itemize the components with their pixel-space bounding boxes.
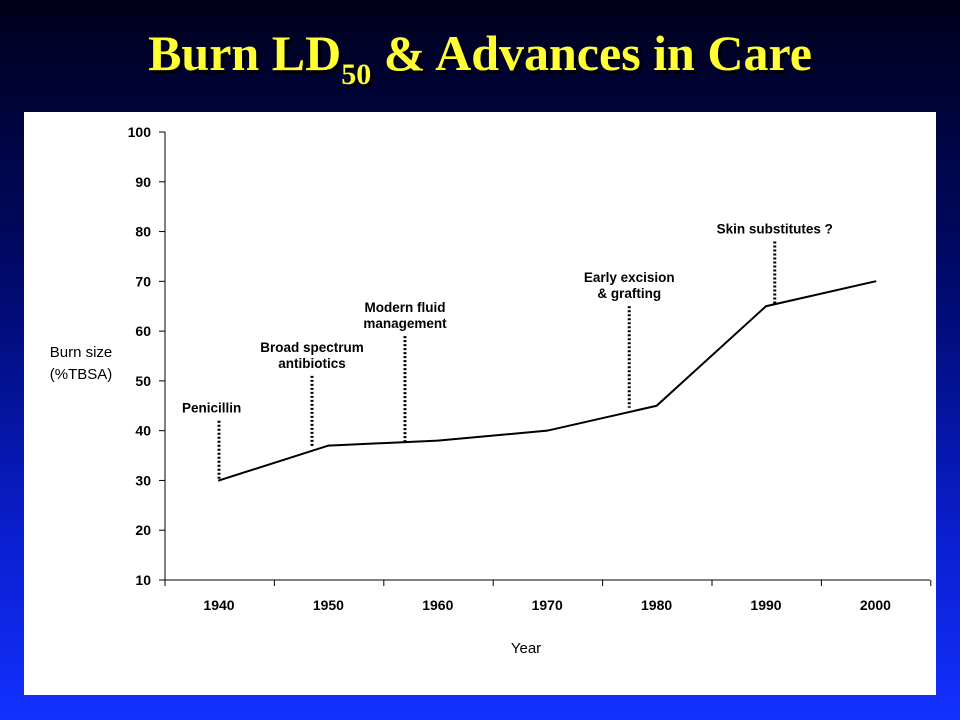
- y-axis-title: (%TBSA): [50, 366, 113, 383]
- chart-ticks: 10 20 30 40 50 60 70 80 90 100 1940 1950 1960 1970 198…: [50, 124, 932, 657]
- annotation-label: antibiotics: [278, 356, 346, 371]
- title-subscript: 50: [341, 58, 372, 91]
- annotation-label: Broad spectrum: [260, 340, 364, 355]
- data-point: [655, 404, 658, 407]
- y-tick-label: 50: [135, 373, 151, 389]
- line-chart: 10 20 30 40 50 60 70 80 90 100 1940 1950 1960 1970 198…: [50, 124, 932, 657]
- data-point: [327, 444, 330, 447]
- y-tick-label: 60: [135, 323, 151, 339]
- y-tick-label: 20: [135, 522, 151, 538]
- chart-axes: [164, 132, 930, 581]
- annotation-label: Early excision: [584, 270, 675, 285]
- data-point: [874, 280, 877, 283]
- y-tick-label: 90: [135, 174, 151, 190]
- y-axis-title: Burn size: [50, 344, 113, 361]
- annotation-label: Skin substitutes ?: [717, 222, 833, 237]
- annotation-label: Penicillin: [182, 401, 241, 416]
- x-tick-label: 2000: [860, 597, 891, 613]
- y-tick-label: 100: [128, 124, 152, 140]
- x-tick-label: 1950: [313, 597, 344, 613]
- slide-title: Burn LD50 & Advances in Care: [0, 25, 960, 90]
- x-tick-label: 1990: [750, 597, 781, 613]
- data-point: [218, 479, 220, 482]
- title-main: Burn LD: [148, 25, 342, 81]
- data-point: [546, 429, 549, 432]
- title-rest: & Advances in Care: [371, 25, 812, 81]
- x-tick-label: 1960: [422, 597, 453, 613]
- x-axis-title: Year: [511, 640, 541, 657]
- data-point: [436, 439, 439, 442]
- chart-series: [218, 280, 877, 482]
- x-tick-label: 1970: [532, 597, 563, 613]
- x-tick-label: 1940: [203, 597, 234, 613]
- y-tick-label: 30: [135, 472, 151, 488]
- series-line-0: [218, 280, 876, 482]
- annotation-label: management: [363, 316, 447, 331]
- y-tick-label: 40: [135, 423, 151, 439]
- annotation-label: & grafting: [597, 286, 661, 301]
- y-tick-label: 80: [135, 224, 151, 240]
- chart-panel: 10 20 30 40 50 60 70 80 90 100 1940 1950 1960 1970 198…: [24, 112, 936, 695]
- y-tick-label: 10: [135, 572, 151, 588]
- y-tick-label: 70: [135, 273, 151, 289]
- x-tick-label: 1980: [641, 597, 672, 613]
- data-point: [765, 305, 767, 308]
- annotation-label: Modern fluid: [364, 300, 445, 315]
